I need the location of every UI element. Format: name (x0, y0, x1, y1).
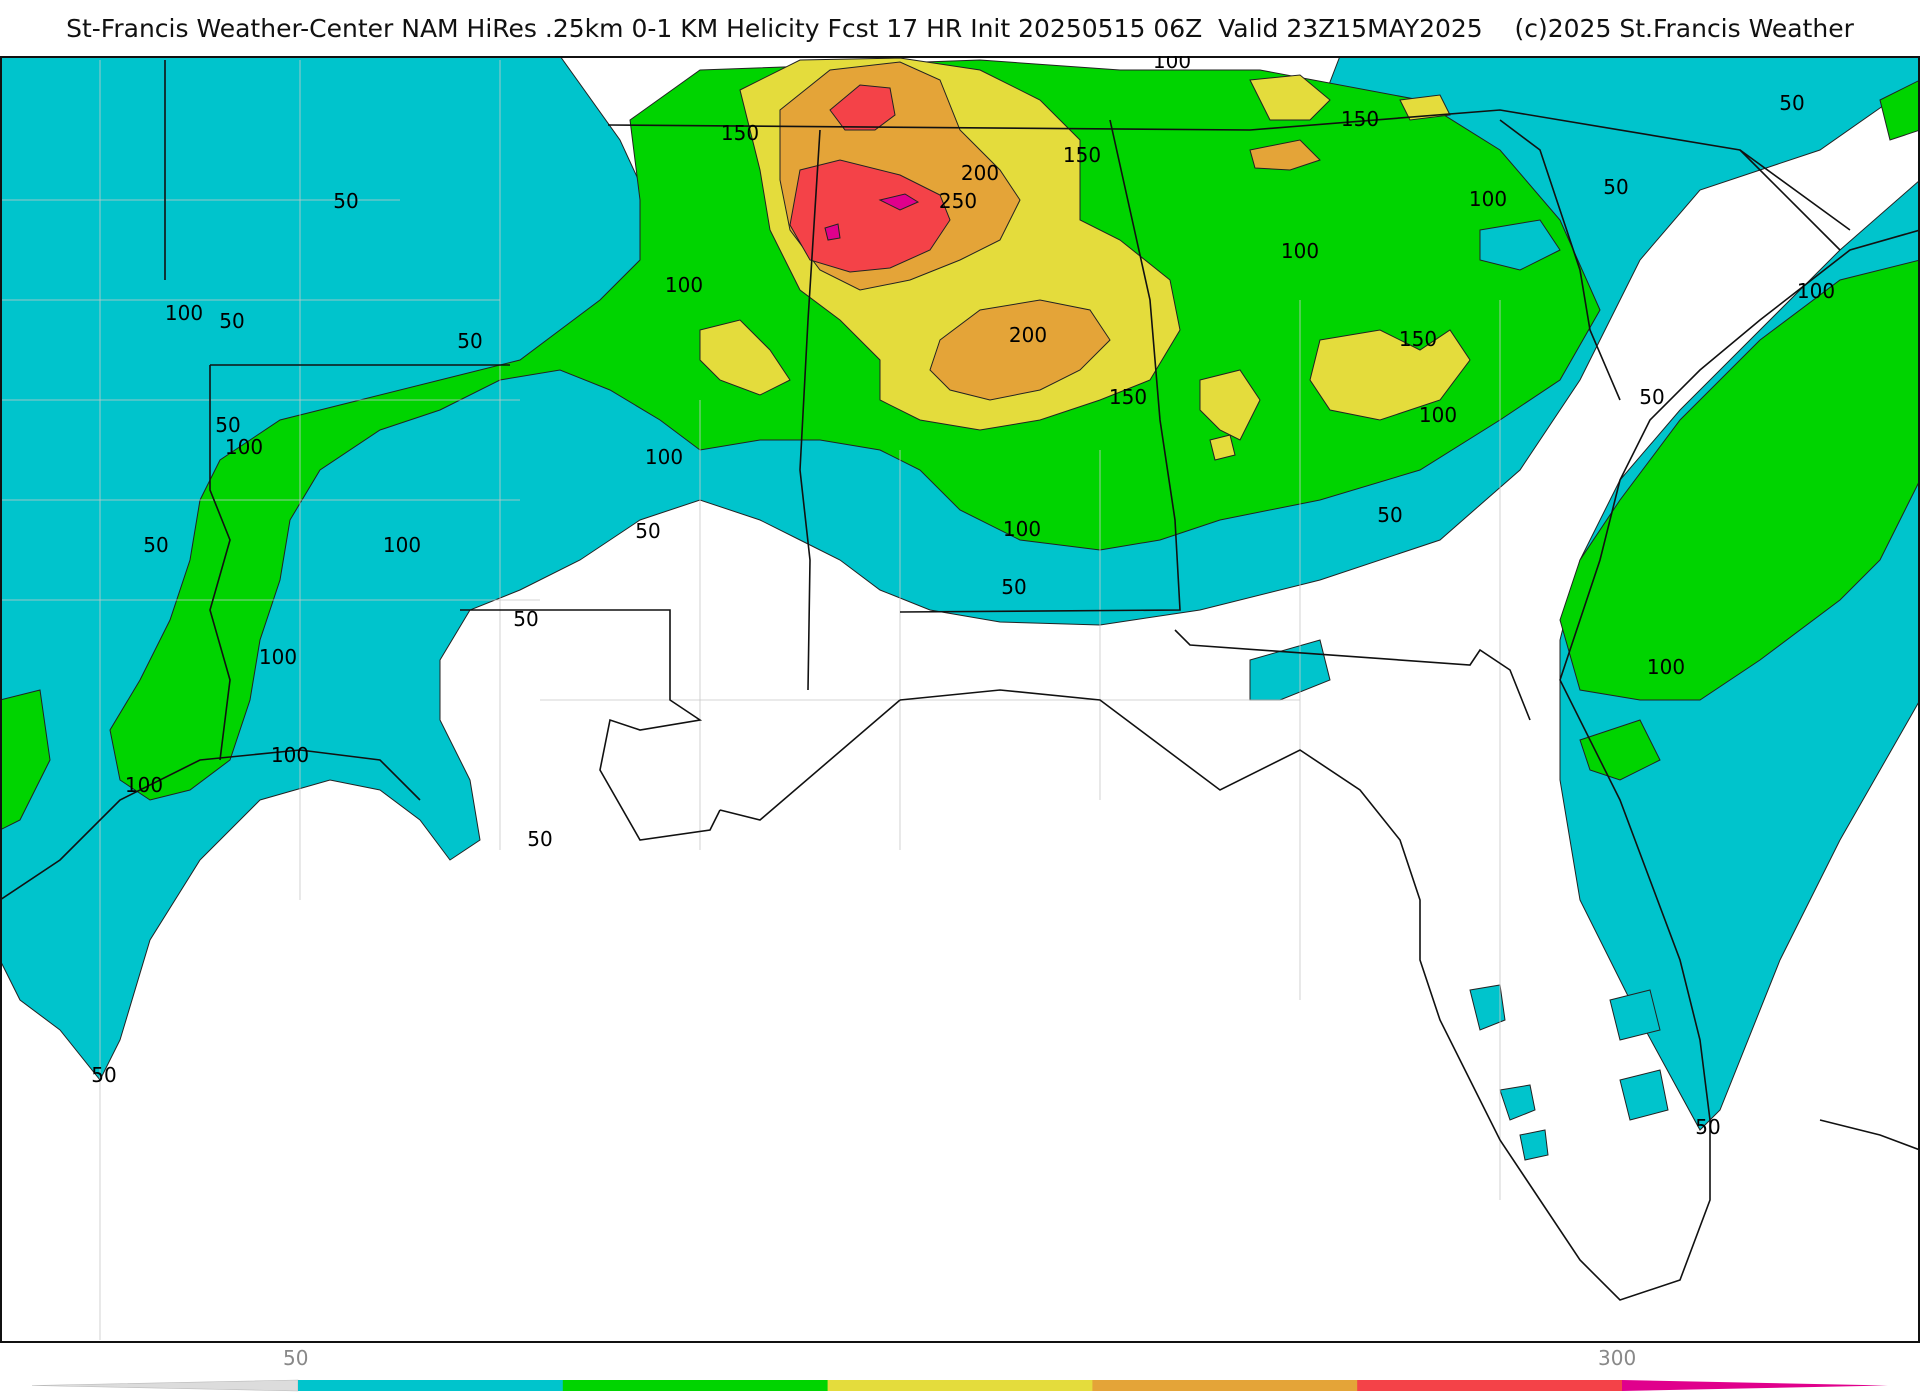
contour-label-100: 100 (1153, 56, 1191, 73)
contour-label-100: 100 (125, 773, 163, 797)
legend-low-arrow (31, 1379, 299, 1392)
state-borders (0, 60, 1920, 1301)
legend-bin-150-200 (827, 1380, 1093, 1391)
helicity-band-300 (824, 193, 920, 241)
contour-label-100: 100 (271, 743, 309, 767)
contour-label-100: 100 (1797, 279, 1835, 303)
contour-label-50: 50 (1695, 1115, 1720, 1139)
legend-tick-max: 300 (1598, 1346, 1637, 1370)
county-lines (0, 60, 1501, 1340)
contour-label-50: 50 (1779, 91, 1804, 115)
legend-high-arrow (1622, 1380, 1888, 1391)
contour-label-200: 200 (961, 161, 999, 185)
map-border (0, 56, 1920, 1343)
contour-label-50: 50 (513, 607, 538, 631)
legend-bin-200-250 (1092, 1380, 1358, 1391)
contour-label-150: 150 (721, 121, 759, 145)
legend-bin-100-150 (562, 1380, 829, 1391)
contour-label-200: 200 (1009, 323, 1047, 347)
contour-label-50: 50 (457, 329, 482, 353)
map-title: St-Francis Weather-Center NAM HiRes .25k… (66, 14, 1854, 43)
contour-label-50: 50 (91, 1063, 116, 1087)
contour-label-150: 150 (1341, 107, 1379, 131)
contour-label-50: 50 (1377, 503, 1402, 527)
contour-label-100: 100 (165, 301, 203, 325)
contour-label-50: 50 (527, 827, 552, 851)
legend-bin-250-300 (1357, 1380, 1623, 1391)
contour-label-100: 100 (1419, 403, 1457, 427)
contour-label-50: 50 (1603, 175, 1628, 199)
helicity-band-100 (0, 59, 1920, 831)
contour-label-150: 150 (1109, 385, 1147, 409)
contour-label-100: 100 (1469, 187, 1507, 211)
contour-label-50: 50 (219, 309, 244, 333)
contour-label-100: 100 (1647, 655, 1685, 679)
contour-label-100: 100 (383, 533, 421, 557)
legend-bin-50-100 (298, 1380, 564, 1391)
contour-label-250: 250 (939, 189, 977, 213)
contour-label-150: 150 (1399, 327, 1437, 351)
contour-label-50: 50 (635, 519, 660, 543)
legend-bar (31, 1379, 1888, 1392)
contour-label-150: 150 (1063, 143, 1101, 167)
contour-label-100: 100 (225, 435, 263, 459)
contour-label-50: 50 (143, 533, 168, 557)
contour-label-50: 50 (215, 413, 240, 437)
contour-label-50: 50 (333, 189, 358, 213)
contour-label-100: 100 (1003, 517, 1041, 541)
contour-label-100: 100 (1281, 239, 1319, 263)
contour-label-100: 100 (665, 273, 703, 297)
contour-label-50: 50 (1639, 385, 1664, 409)
contour-label-100: 100 (259, 645, 297, 669)
legend-tick-min: 50 (283, 1346, 309, 1370)
helicity-band-250 (789, 84, 951, 273)
color-legend (31, 1379, 1888, 1392)
contour-label-100: 100 (645, 445, 683, 469)
contour-label-50: 50 (1001, 575, 1026, 599)
